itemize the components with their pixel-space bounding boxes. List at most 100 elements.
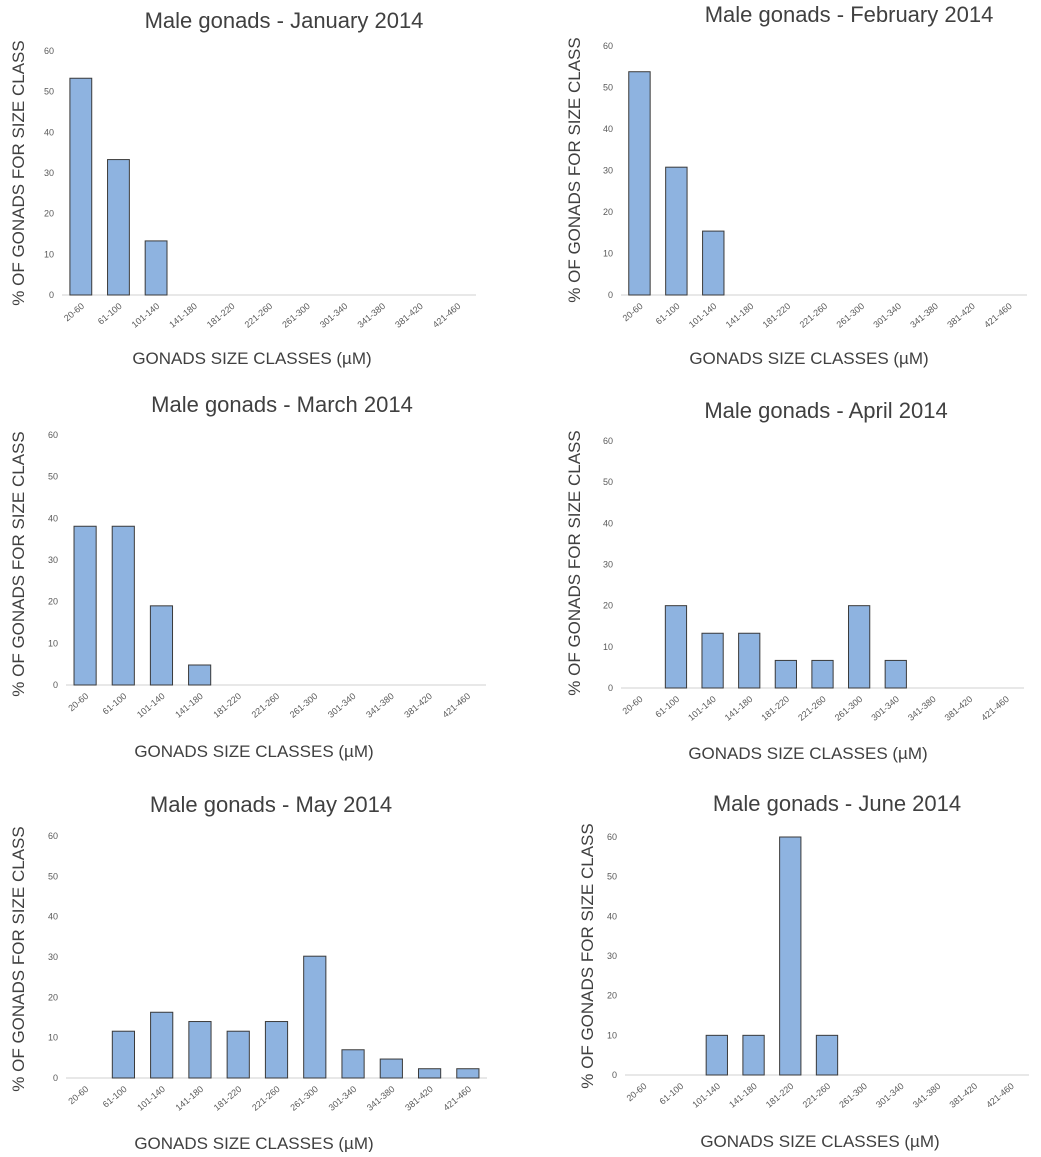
chart-panel: Male gonads - January 2014 % OF GONADS FO… [0,0,500,385]
y-tick-label: 20 [603,207,613,217]
bar-221-260 [811,659,834,689]
x-tick-label: 261-300 [833,694,865,723]
y-tick-label: 30 [603,166,613,176]
x-tick-label: 61-100 [654,301,682,327]
bar-181-220 [774,659,797,689]
y-tick-label: 10 [607,1030,617,1040]
x-tick-label: 341-380 [364,691,396,720]
x-tick-label: 381-420 [402,691,434,720]
chart-panel: Male gonads - June 2014 % OF GONADS FOR S… [541,775,1041,1157]
x-tick-label: 61-100 [101,691,129,717]
bar-141-180 [188,664,212,686]
bar-221-260 [264,1021,289,1079]
x-tick-label: 181-220 [759,694,791,723]
bar-141-180 [738,632,761,689]
bar-261-300 [848,605,871,689]
y-tick-label: 10 [44,249,54,259]
y-tick-label: 40 [603,518,613,528]
y-tick-label: 0 [49,290,54,300]
y-tick-label: 10 [48,1033,58,1043]
y-tick-label: 20 [48,992,58,1002]
x-axis-label: GONADS SIZE CLASSES (µM) [688,744,927,763]
chart-title: Male gonads - January 2014 [145,8,424,33]
y-axis-label: % OF GONADS FOR SIZE CLASS [565,430,584,695]
bar-chart: Male gonads - March 2014 % OF GONADS FOR … [9,392,486,761]
y-tick-label: 40 [44,127,54,137]
x-tick-label: 181-220 [211,691,243,720]
x-axis-label: GONADS SIZE CLASSES (µM) [134,742,373,761]
x-tick-label: 261-300 [280,301,312,330]
y-tick-label: 40 [603,124,613,134]
y-axis-label: % OF GONADS FOR SIZE CLASS [9,826,28,1091]
x-tick-label: 341-380 [908,301,940,330]
x-tick-label: 61-100 [96,301,124,327]
bar-301-340 [341,1049,365,1079]
x-tick-label: 301-340 [326,691,358,720]
x-tick-label: 181-220 [761,301,793,330]
y-tick-label: 0 [53,680,58,690]
x-tick-label: 101-140 [690,1081,722,1110]
bar-181-220 [226,1030,250,1079]
y-tick-label: 30 [607,951,617,961]
bar-101-140 [149,605,174,686]
y-tick-label: 0 [53,1073,58,1083]
y-tick-label: 50 [48,871,58,881]
x-tick-label: 20-60 [621,301,645,323]
y-tick-label: 20 [607,991,617,1001]
x-tick-label: 341-380 [355,301,387,330]
x-tick-label: 221-260 [250,691,282,720]
y-tick-label: 60 [48,831,58,841]
y-tick-label: 0 [608,683,613,693]
x-tick-label: 20-60 [621,694,645,716]
bar-20-60 [73,525,97,686]
x-tick-label: 141-180 [174,1084,206,1113]
x-tick-label: 301-340 [318,301,350,330]
x-tick-label: 141-180 [167,301,199,330]
x-tick-label: 181-220 [205,301,237,330]
x-tick-label: 221-260 [801,1081,833,1110]
bar-101-140 [701,632,724,689]
y-tick-label: 50 [607,872,617,882]
x-axis-label: GONADS SIZE CLASSES (µM) [700,1132,939,1151]
bar-221-260 [815,1034,839,1076]
bar-101-140 [150,1011,174,1079]
bar-chart: Male gonads - June 2014 % OF GONADS FOR S… [578,791,1029,1151]
y-tick-label: 50 [44,87,54,97]
bar-341-380 [379,1058,403,1079]
y-tick-label: 20 [603,601,613,611]
x-tick-label: 141-180 [727,1081,759,1110]
x-tick-label: 221-260 [243,301,275,330]
chart-panel: Male gonads - February 2014 % OF GONADS F… [541,0,1041,385]
x-tick-label: 101-140 [135,691,167,720]
chart-panel: Male gonads - March 2014 % OF GONADS FOR … [0,385,500,770]
chart-title: Male gonads - March 2014 [151,392,413,417]
x-tick-label: 381-420 [393,301,425,330]
x-tick-label: 20-60 [62,301,86,323]
x-tick-label: 381-420 [403,1084,435,1113]
bar-141-180 [188,1021,212,1079]
bar-101-140 [144,240,168,296]
chart-title: Male gonads - February 2014 [705,2,994,27]
y-tick-label: 60 [607,832,617,842]
y-tick-label: 40 [48,513,58,523]
bar-61-100 [111,525,135,686]
bar-301-340 [884,659,907,689]
bar-chart: Male gonads - February 2014 % OF GONADS F… [565,2,1027,368]
bar-261-300 [303,955,327,1079]
chart-panel: Male gonads - April 2014 % OF GONADS FOR … [541,385,1041,770]
y-tick-label: 60 [48,430,58,440]
x-tick-label: 421-460 [431,301,463,330]
x-tick-label: 301-340 [327,1084,359,1113]
x-tick-label: 381-420 [947,1081,979,1110]
x-tick-label: 221-260 [796,694,828,723]
x-tick-label: 181-220 [764,1081,796,1110]
y-tick-label: 30 [48,555,58,565]
y-tick-label: 20 [44,209,54,219]
bar-chart: Male gonads - April 2014 % OF GONADS FOR … [565,398,1024,763]
y-tick-label: 0 [612,1070,617,1080]
bar-61-100 [664,605,688,689]
x-tick-label: 341-380 [906,694,938,723]
x-tick-label: 301-340 [874,1081,906,1110]
x-tick-label: 421-460 [441,1084,473,1113]
x-tick-label: 341-380 [911,1081,943,1110]
